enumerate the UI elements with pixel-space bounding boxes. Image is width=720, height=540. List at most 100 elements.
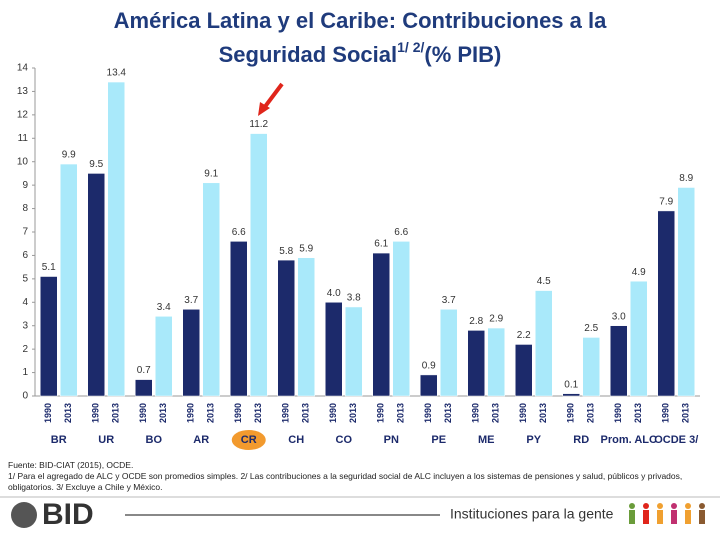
data-label: 0.1: [564, 379, 578, 390]
bar: [107, 81, 125, 397]
bar: [155, 316, 173, 397]
data-label: 2.9: [489, 314, 503, 325]
source-note: Fuente: BID-CIAT (2015), OCDE.: [8, 460, 134, 470]
bar: [325, 302, 343, 397]
x-tick-label: CO: [336, 434, 353, 446]
series-label: 2013: [443, 403, 453, 423]
series-label: 2013: [681, 403, 691, 423]
y-tick-label: 0: [22, 391, 28, 402]
series-label: 2013: [396, 403, 406, 423]
series-label: 1990: [376, 403, 386, 423]
series-label: 2013: [633, 403, 643, 423]
series-label: 1990: [138, 403, 148, 423]
series-label: 1990: [661, 403, 671, 423]
tagline: Instituciones para la gente: [450, 506, 614, 522]
x-tick-label: CH: [288, 434, 304, 446]
bar: [677, 187, 695, 397]
data-label: 3.4: [157, 302, 171, 313]
bar: [345, 306, 363, 397]
y-tick-label: 7: [22, 227, 28, 238]
bar: [40, 276, 58, 397]
series-label: 2013: [158, 403, 168, 423]
series-label: 2013: [63, 403, 73, 423]
data-label: 3.7: [184, 295, 198, 306]
x-tick-label: BO: [146, 434, 163, 446]
data-label: 0.7: [137, 365, 151, 376]
x-tick-label: UR: [98, 434, 114, 446]
notes: Fuente: BID-CIAT (2015), OCDE. 1/ Para e…: [8, 460, 708, 493]
series-label: 1990: [91, 403, 101, 423]
y-tick-label: 1: [22, 367, 28, 378]
y-tick-label: 5: [22, 273, 28, 284]
bar: [535, 290, 553, 397]
data-label: 3.7: [442, 295, 456, 306]
y-tick-label: 14: [17, 63, 29, 74]
data-label: 5.9: [299, 243, 313, 254]
series-label: 1990: [613, 403, 623, 423]
x-tick-label: OCDE 3/: [654, 434, 698, 446]
arrow-head: [258, 102, 270, 116]
data-label: 9.5: [89, 159, 103, 170]
data-label: 4.0: [327, 288, 341, 299]
highlight-circle: [231, 430, 266, 450]
series-label: 2013: [253, 403, 263, 423]
y-tick-label: 11: [18, 133, 29, 144]
bar: [515, 344, 533, 397]
series-label: 1990: [566, 403, 576, 423]
x-tick-label: PN: [384, 434, 399, 446]
series-label: 2013: [538, 403, 548, 423]
x-tick-label: AR: [193, 434, 209, 446]
x-tick-label: PY: [526, 434, 541, 446]
x-tick-label: Prom. ALC: [601, 434, 657, 446]
data-label: 9.9: [62, 150, 76, 161]
y-tick-label: 2: [22, 344, 28, 355]
bar: [487, 327, 505, 397]
logo-mark: [11, 502, 37, 528]
bar: [562, 393, 580, 397]
logo: BID: [42, 498, 94, 531]
x-tick-label: CR: [241, 434, 257, 446]
bar: [182, 309, 200, 397]
x-tick-label: BR: [51, 434, 67, 446]
series-label: 1990: [233, 403, 243, 423]
y-tick-label: 4: [22, 297, 28, 308]
y-tick-label: 6: [22, 250, 28, 261]
y-tick-label: 13: [17, 86, 29, 97]
series-label: 1990: [518, 403, 528, 423]
series-label: 1990: [281, 403, 291, 423]
y-tick-label: 8: [22, 203, 28, 214]
data-label: 0.9: [422, 361, 436, 372]
y-tick-label: 3: [22, 320, 28, 331]
series-label: 2013: [491, 403, 501, 423]
data-label: 4.5: [537, 276, 551, 287]
bar: [420, 374, 438, 397]
bar: [277, 259, 295, 397]
title-part: (% PIB): [424, 42, 501, 67]
series-label: 2013: [586, 403, 596, 423]
bar: [60, 163, 78, 397]
series-label: 1990: [471, 403, 481, 423]
title-part: Seguridad Social: [219, 42, 398, 67]
chart-title: América Latina y el Caribe: Contribucion…: [114, 8, 607, 33]
bar: [440, 309, 458, 397]
series-label: 1990: [328, 403, 338, 423]
arrow: [262, 82, 284, 110]
chart-title: Seguridad Social1/ 2/(% PIB): [219, 39, 502, 67]
data-label: 13.4: [107, 68, 127, 79]
footnote: 1/ Para el agregado de ALC y OCDE son pr…: [8, 471, 683, 492]
data-label: 5.8: [279, 246, 293, 257]
data-label: 6.6: [394, 227, 408, 238]
bar: [582, 337, 600, 397]
data-label: 8.9: [679, 173, 693, 184]
data-label: 2.2: [517, 330, 531, 341]
data-label: 2.5: [584, 323, 598, 334]
bar: [250, 133, 268, 397]
data-label: 2.8: [469, 316, 483, 327]
series-label: 2013: [301, 403, 311, 423]
series-label: 1990: [43, 403, 53, 423]
series-label: 2013: [206, 403, 216, 423]
x-tick-label: RD: [573, 434, 589, 446]
y-tick-label: 12: [17, 109, 29, 120]
